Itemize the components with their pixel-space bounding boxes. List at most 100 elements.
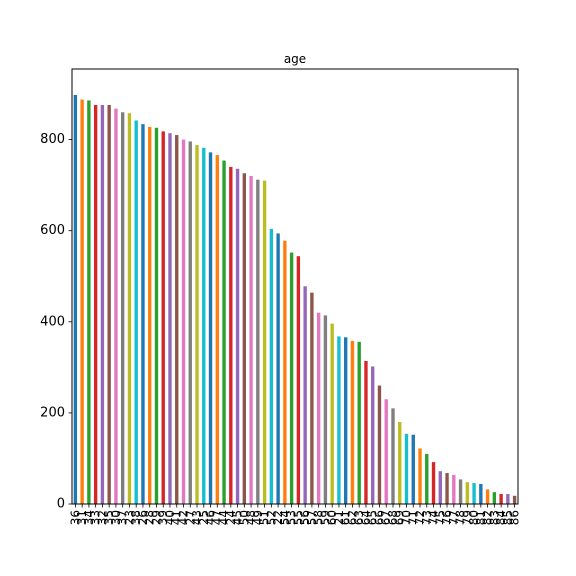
bar-58 <box>316 312 321 504</box>
x-tick-label: 34 <box>82 510 96 525</box>
x-tick-label: 35 <box>102 510 116 525</box>
x-tick-label: 83 <box>487 510 501 525</box>
x-tick-label: 39 <box>156 510 170 525</box>
bar-38 <box>134 120 138 504</box>
bar-82 <box>485 489 490 504</box>
bar-33 <box>93 104 98 504</box>
bar-26 <box>141 124 145 505</box>
bar-24 <box>229 166 233 504</box>
bar-28 <box>148 126 152 504</box>
x-tick-label: 60 <box>325 510 339 525</box>
bar-79 <box>465 482 470 504</box>
y-tick-label: 0 <box>57 497 65 512</box>
bar-72 <box>418 448 422 504</box>
x-tick-label: 67 <box>379 510 393 525</box>
x-tick-label: 37 <box>116 510 130 525</box>
bar-42 <box>181 139 186 504</box>
bar-68 <box>391 408 395 504</box>
x-tick-label: 81 <box>474 510 488 525</box>
bar-51 <box>262 180 267 504</box>
x-tick-label: 43 <box>190 510 204 525</box>
x-tick-label: 73 <box>420 510 434 525</box>
bar-80 <box>472 483 476 504</box>
x-tick-label: 47 <box>210 510 224 525</box>
x-tick-label: 77 <box>447 510 461 525</box>
bar-47 <box>215 155 219 504</box>
bar-75 <box>438 471 442 504</box>
bar-54 <box>283 240 287 504</box>
bar-85 <box>506 493 510 504</box>
bar-32 <box>100 104 105 504</box>
x-tick-label: 22 <box>271 510 285 525</box>
bar-86 <box>512 495 517 504</box>
bar-63 <box>357 341 361 504</box>
bar-60 <box>330 323 334 504</box>
x-tick-label: 29 <box>149 510 163 525</box>
bar-77 <box>452 474 456 504</box>
x-tick-label: 71 <box>406 510 420 525</box>
x-tick-label: 63 <box>352 510 366 525</box>
y-tick-label: 800 <box>40 132 65 147</box>
bar-50 <box>242 173 247 504</box>
y-tick-label: 400 <box>40 314 65 329</box>
x-tick-label: 55 <box>291 510 305 525</box>
y-tick-label: 600 <box>40 223 65 238</box>
bar-40 <box>168 133 172 505</box>
x-tick-label: 38 <box>129 510 143 525</box>
bars-group <box>73 94 517 505</box>
x-tick-label: 52 <box>264 510 278 525</box>
plot-frame <box>71 68 519 505</box>
x-tick-label: 80 <box>467 510 481 525</box>
bar-84 <box>499 493 503 504</box>
x-tick-label: 24 <box>224 510 238 525</box>
x-tick-label: 72 <box>413 510 427 525</box>
x-axis: 3631343332353037233826282939404142274325… <box>68 504 522 525</box>
bar-23 <box>127 113 132 505</box>
bar-83 <box>492 492 497 504</box>
bar-48 <box>249 176 253 505</box>
bar-43 <box>195 145 199 504</box>
x-tick-label: 79 <box>460 510 474 525</box>
x-tick-label: 70 <box>400 510 414 525</box>
bar-76 <box>445 473 449 504</box>
bar-67 <box>384 399 388 504</box>
y-tick-label: 200 <box>40 405 65 420</box>
x-tick-label: 78 <box>454 510 468 525</box>
chart-title: age <box>284 52 306 66</box>
bar-65 <box>371 366 375 504</box>
bar-53 <box>289 252 294 504</box>
x-tick-label: 50 <box>237 510 251 525</box>
x-tick-label: 41 <box>170 510 184 525</box>
bar-64 <box>364 360 368 504</box>
x-tick-label: 33 <box>89 510 103 525</box>
bar-30 <box>114 108 118 504</box>
bar-36 <box>73 94 78 505</box>
y-axis: 0 200 400 600 800 <box>40 132 72 512</box>
bar-31 <box>80 99 84 505</box>
bar-37 <box>120 112 125 505</box>
x-tick-label: 66 <box>372 510 386 525</box>
x-tick-label: 82 <box>481 510 495 525</box>
bar-57 <box>310 292 314 504</box>
x-tick-label: 45 <box>231 510 245 525</box>
x-tick-label: 76 <box>440 510 454 525</box>
bar-71 <box>411 434 415 504</box>
bar-62 <box>350 340 355 504</box>
bar-45 <box>235 168 240 504</box>
x-tick-label: 68 <box>386 510 400 525</box>
x-tick-label: 85 <box>501 510 515 525</box>
x-tick-label: 65 <box>366 510 380 525</box>
x-tick-label: 31 <box>75 510 89 525</box>
x-tick-label: 54 <box>278 510 292 525</box>
bar-73 <box>425 453 429 504</box>
x-tick-label: 21 <box>332 510 346 525</box>
x-tick-label: 51 <box>258 510 272 525</box>
bar-46 <box>208 152 213 505</box>
x-tick-label: 25 <box>197 510 211 525</box>
x-tick-label: 62 <box>345 510 359 525</box>
bar-74 <box>431 462 436 504</box>
bar-59 <box>323 315 328 504</box>
x-tick-label: 28 <box>143 510 157 525</box>
x-tick-label: 84 <box>494 510 508 525</box>
x-tick-label: 74 <box>427 510 441 525</box>
